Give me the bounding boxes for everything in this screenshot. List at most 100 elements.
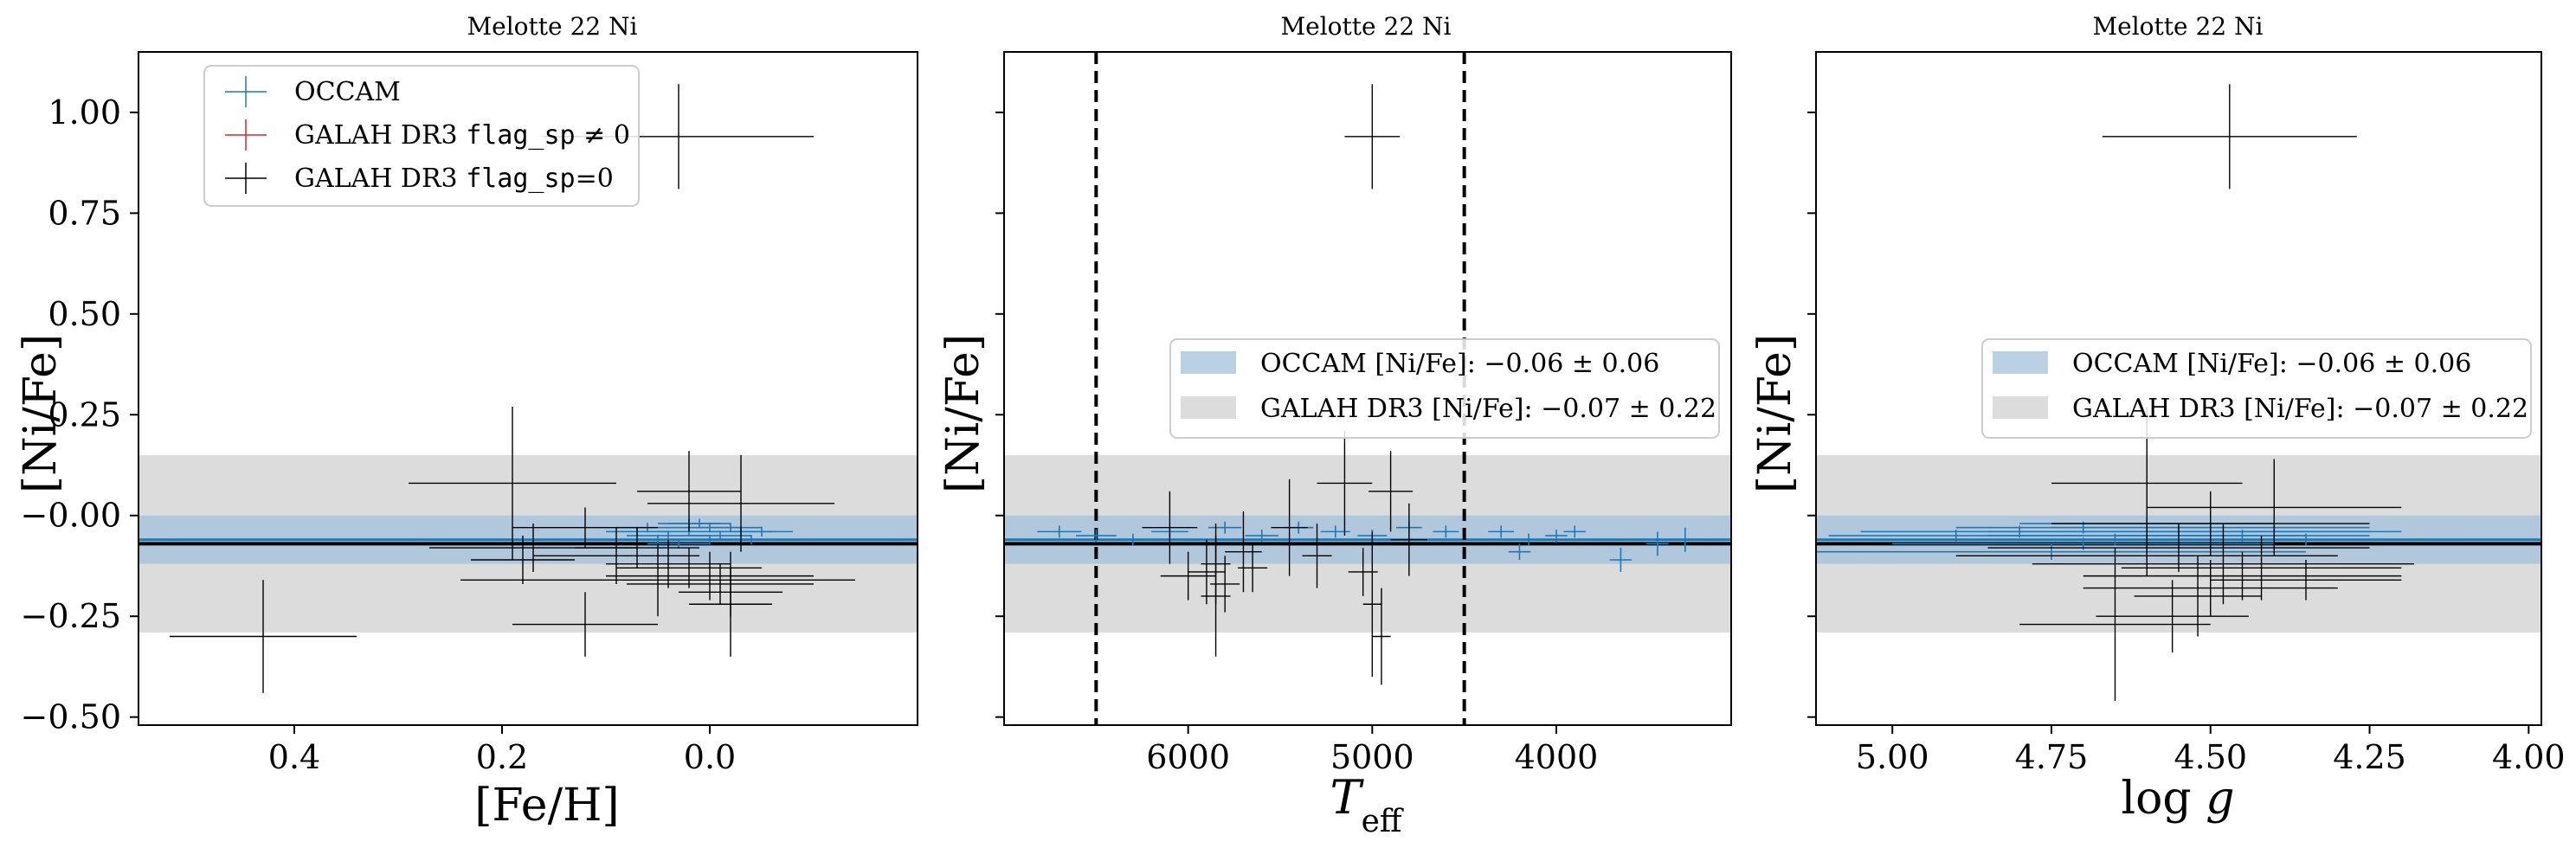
galah-point xyxy=(1210,556,1240,613)
legend-box xyxy=(1169,338,1720,439)
galah-point xyxy=(2019,548,2211,702)
legend-entry-occam: OCCAM xyxy=(225,76,401,107)
y-tick-label: 0.75 xyxy=(48,194,121,232)
y-axis-label: [Ni/Fe] xyxy=(1749,334,1801,493)
legend-label: OCCAM [Ni/Fe]: −0.06 ± 0.06 xyxy=(1260,349,1659,379)
galah-point xyxy=(2121,536,2402,601)
occam-point xyxy=(1245,530,1278,543)
x-tick-label: 4.00 xyxy=(2492,738,2566,776)
galah-point xyxy=(2210,559,2402,601)
legend-entry-galah-ok: GALAH DR3 flag_sp=0 xyxy=(225,163,614,194)
x-tick-label: 4.75 xyxy=(2015,738,2089,776)
y-tick-label: −0.50 xyxy=(21,698,121,736)
galah-point xyxy=(1302,524,1332,588)
galah-point xyxy=(2051,491,2370,556)
panel-feh: Melotte 22 Ni 0.4 0.2 0.0 1.00 0.75 0.50 0.25… xyxy=(15,12,918,832)
occam-point xyxy=(1674,527,1697,552)
galah-point xyxy=(170,580,357,693)
panel-title: Melotte 22 Ni xyxy=(2092,12,2263,41)
legend-entry-galah-flagged: GALAH DR3 flag_sp ≠ 0 xyxy=(225,119,630,151)
galah-point xyxy=(606,539,731,588)
teff-limit-lines xyxy=(1094,52,1466,725)
galah-point xyxy=(616,548,762,588)
occam-point xyxy=(679,535,741,545)
y-axis-label: [Ni/Fe] xyxy=(15,334,67,493)
y-tick-label: −0.25 xyxy=(21,597,121,635)
galah-point xyxy=(1238,543,1268,593)
occam-point xyxy=(1517,533,1540,546)
y-ticks xyxy=(995,111,1004,718)
occam-point xyxy=(1320,525,1350,538)
plot-frame xyxy=(1003,51,1732,726)
x-ticks: 5.00 4.75 4.50 4.25 4.00 xyxy=(1856,725,2566,776)
legend-entry-galah-band: GALAH DR3 [Ni/Fe]: −0.07 ± 0.22 xyxy=(1181,394,1716,424)
galah-point xyxy=(575,527,699,569)
y-ticks xyxy=(1807,111,1816,718)
y-ticks: 1.00 0.75 0.50 0.25 −0.00 −0.25 −0.50 xyxy=(21,93,138,736)
x-tick-label: 4000 xyxy=(1515,738,1599,776)
y-tick-label: 0.50 xyxy=(48,295,121,333)
galah-point xyxy=(1225,511,1262,593)
x-axis-label: log g xyxy=(2121,773,2234,825)
legend-mono: flag_sp xyxy=(466,164,575,194)
galah-point xyxy=(533,527,699,584)
legend-label: GALAH DR3 xyxy=(294,120,466,151)
galah-point xyxy=(2083,559,2338,617)
y-tick-label: 1.00 xyxy=(48,93,121,132)
panel-logg: Melotte 22 Ni 5.00 4.75 4.50 4.25 4.00 log g… xyxy=(1749,12,2566,825)
galah-point xyxy=(2102,84,2357,190)
galah-point xyxy=(2096,580,2249,653)
legend-entry-occam-band: OCCAM [Ni/Fe]: −0.06 ± 0.06 xyxy=(1993,349,2471,379)
legend-mono: flag_sp xyxy=(466,120,575,151)
galah-point xyxy=(1142,491,1198,564)
x-tick-label: 0.2 xyxy=(476,738,528,776)
galah-point xyxy=(1368,451,1414,532)
occam-point xyxy=(1114,533,1152,546)
x-axis-label: Teff xyxy=(1330,770,1404,839)
abundance-bands xyxy=(138,454,918,633)
occam-point xyxy=(1508,543,1531,560)
galah-point xyxy=(2134,556,2262,637)
legend-label: OCCAM [Ni/Fe]: −0.06 ± 0.06 xyxy=(2072,349,2471,379)
legend-box xyxy=(203,65,640,207)
occam-point xyxy=(1208,521,1242,534)
y-axis-label: [Ni/Fe] xyxy=(937,334,989,493)
x-tick-label: 5000 xyxy=(1330,738,1414,776)
legend-box xyxy=(1981,338,2532,439)
occam-point xyxy=(1545,530,1568,543)
galah-point xyxy=(627,563,814,605)
panel-title: Melotte 22 Ni xyxy=(1280,12,1451,41)
galah-point xyxy=(1372,588,1391,685)
occam-point xyxy=(1488,525,1515,538)
data-points xyxy=(1037,84,1697,685)
plot-frame xyxy=(1815,51,2542,726)
occam-point xyxy=(1563,525,1586,538)
data-points xyxy=(1816,84,2465,702)
x-tick-label: 4.50 xyxy=(2174,738,2247,776)
legend-entry-occam-band: OCCAM [Ni/Fe]: −0.06 ± 0.06 xyxy=(1181,349,1659,379)
x-tick-label: 0.4 xyxy=(268,738,320,776)
galah-point xyxy=(679,568,782,617)
y-tick-label: 0.25 xyxy=(48,395,121,434)
svg-text:GALAH DR3 flag_sp ≠ 0: GALAH DR3 flag_sp ≠ 0 xyxy=(294,120,630,151)
panel-title: Melotte 22 Ni xyxy=(467,12,637,41)
y-tick-label: −0.00 xyxy=(21,497,121,535)
galah-point xyxy=(1317,430,1373,536)
galah-point xyxy=(647,454,834,552)
legend: OCCAM [Ni/Fe]: −0.06 ± 0.06 GALAH DR3 [N… xyxy=(1169,338,1720,439)
galah-point xyxy=(409,406,616,560)
legend-label: GALAH DR3 [Ni/Fe]: −0.07 ± 0.22 xyxy=(2072,394,2528,424)
legend-suffix: =0 xyxy=(576,164,614,194)
occam-point xyxy=(1646,531,1669,556)
galah-point xyxy=(1188,539,1226,605)
x-tick-label: 5.00 xyxy=(1856,738,1929,776)
galah-point xyxy=(512,507,658,549)
occam-point xyxy=(1433,525,1459,538)
galah-point xyxy=(1955,536,2338,576)
galah-point xyxy=(1362,531,1381,678)
galah-point xyxy=(2083,551,2402,601)
galah-point xyxy=(2147,459,2402,556)
x-axis-label: [Fe/H] xyxy=(474,780,619,832)
galah-point xyxy=(512,592,658,657)
